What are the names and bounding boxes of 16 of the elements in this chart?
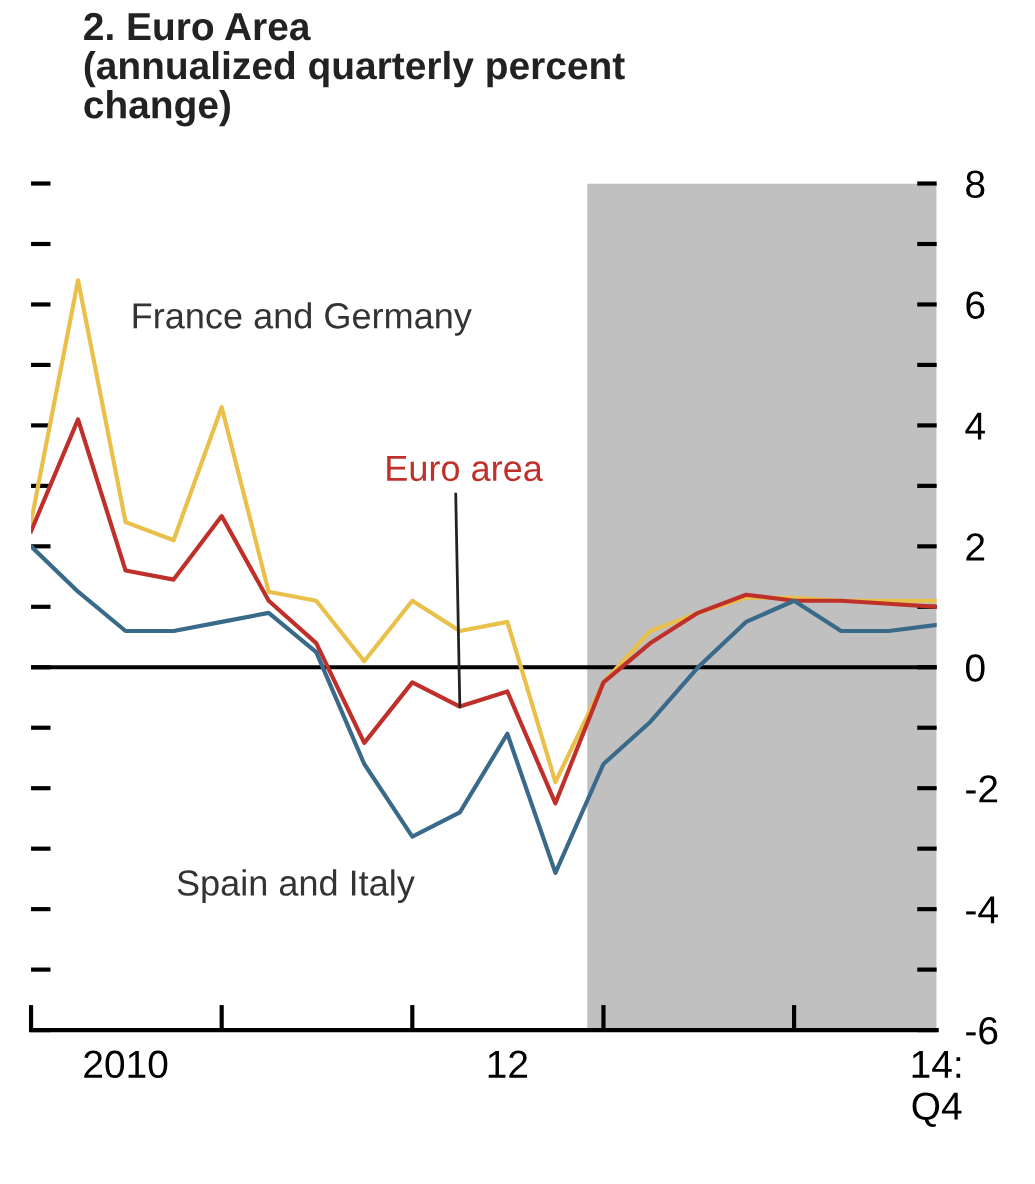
y-tick-label: 8	[966, 170, 985, 198]
chart-title: 2. Euro Area (annualized quarterly percent change)	[84, 12, 625, 127]
x-tick-label: 12	[488, 1050, 528, 1078]
y-tick-label: -6	[966, 1017, 998, 1045]
y-tick-label: 0	[965, 654, 985, 682]
series-label: Spain and Italy	[177, 869, 415, 903]
x-tick-label: 14: Q4	[912, 1050, 962, 1127]
y-tick-label: 2	[966, 533, 985, 561]
y-tick-label: -2	[966, 775, 998, 803]
y-tick-label: 6	[966, 291, 985, 319]
y-tick-label: -4	[966, 896, 998, 924]
text: Euro area	[387, 455, 543, 482]
line-series	[31, 417, 937, 806]
y-tick-label: 4	[965, 412, 985, 440]
series-label: France and Germany	[133, 302, 472, 336]
x-tick-label: 2010	[84, 1050, 168, 1079]
